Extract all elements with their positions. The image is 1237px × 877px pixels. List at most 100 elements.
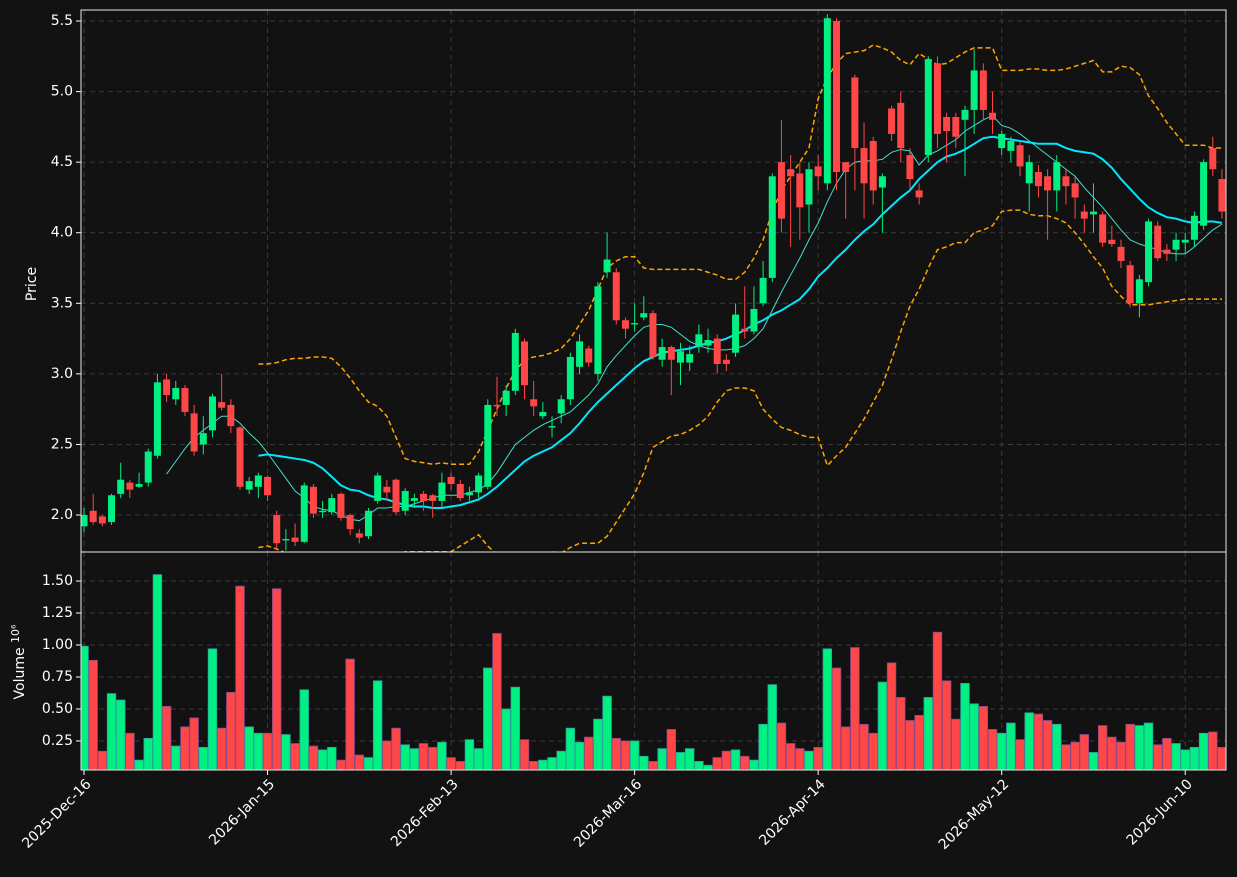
candle-body (1089, 211, 1097, 215)
volume-axis-label: Volume 10⁶ (9, 624, 28, 700)
candle-body (621, 320, 629, 329)
volume-bar (758, 723, 768, 770)
candle-body (796, 173, 804, 208)
volume-bar (1180, 749, 1190, 770)
volume-bar (1006, 722, 1016, 770)
candle-body (493, 404, 501, 407)
y-tick-label: 5.5 (51, 13, 73, 29)
candle-body (181, 387, 189, 412)
candle-body (603, 259, 611, 273)
volume-bar (299, 689, 309, 770)
candle-body (1126, 265, 1134, 304)
volume-bar (1189, 746, 1200, 770)
candle-body (254, 475, 262, 487)
volume-bar (1143, 722, 1154, 770)
candle-body (741, 328, 749, 332)
y-tick-label: 3.5 (51, 295, 73, 311)
candle-body (1172, 239, 1180, 250)
candle-body (273, 515, 281, 544)
candle-body (89, 510, 97, 523)
volume-bar (510, 686, 521, 770)
volume-bar (813, 746, 823, 770)
volume-bar (290, 743, 300, 770)
volume-bar (896, 697, 906, 770)
volume-bar (528, 761, 539, 770)
candle-body (135, 483, 143, 487)
candle-body (888, 108, 896, 134)
y-tick-label: 2.0 (51, 507, 73, 523)
volume-bar (795, 748, 805, 770)
volume-bar (372, 680, 383, 770)
candle-body (530, 399, 538, 407)
candle-body (750, 308, 758, 332)
candle-body (998, 133, 1006, 149)
candle-body (1200, 162, 1208, 226)
candle-body (878, 176, 886, 188)
volume-bar (1198, 732, 1209, 770)
candle-body (713, 338, 721, 364)
candle-body (805, 169, 813, 205)
volume-bar (519, 739, 530, 770)
candle-body (814, 166, 822, 177)
volume-bar (428, 746, 438, 770)
volume-bar (877, 681, 888, 770)
candle-body (557, 399, 565, 414)
volume-bar (207, 648, 218, 770)
volume-bar (923, 697, 933, 770)
volume-bar (785, 743, 796, 770)
volume-bar (840, 726, 851, 770)
candle-body (429, 495, 437, 501)
volume-bar (804, 750, 814, 770)
volume-bar (712, 757, 722, 770)
candle-body (1025, 162, 1033, 184)
volume-bar (88, 659, 98, 770)
volume-bar (216, 727, 227, 770)
candle-body (869, 140, 877, 191)
candle-body (208, 396, 216, 431)
volume-bar (1134, 725, 1145, 770)
y-tick-label: 0.25 (42, 733, 73, 749)
volume-bar (859, 723, 869, 770)
volume-bar (629, 740, 640, 770)
volume-bar (189, 717, 199, 770)
candle-body (897, 102, 905, 149)
candle-body (236, 427, 244, 487)
y-tick-label: 1.50 (42, 573, 73, 589)
candle-body (860, 148, 868, 184)
y-tick-label: 0.75 (42, 669, 73, 685)
candle-body (475, 475, 483, 493)
candle-body (842, 162, 850, 173)
volume-bar (501, 708, 511, 770)
candle-body (300, 485, 308, 542)
volume-bar (134, 759, 144, 770)
candle-body (961, 109, 969, 120)
volume-bar (1070, 741, 1080, 770)
volume-bar (483, 667, 493, 770)
volume-bar (831, 667, 842, 770)
volume-bar (556, 750, 566, 770)
volume-bar (1153, 744, 1163, 770)
candle-body (1071, 183, 1079, 198)
volume-bar (235, 585, 245, 770)
candle-body (640, 313, 648, 318)
candle-body (658, 347, 666, 360)
volume-bar (464, 739, 475, 770)
candle-body (245, 481, 253, 490)
candle-body (970, 70, 978, 110)
candle-body (1163, 249, 1171, 254)
volume-bar (125, 732, 135, 770)
volume-bar (914, 714, 924, 770)
candle-body (631, 323, 639, 325)
candle-body (612, 272, 620, 321)
candle-body (539, 411, 547, 417)
indicator-line (258, 44, 1222, 465)
volume-bar (1097, 725, 1108, 770)
candle-body (768, 176, 776, 278)
candle-body (291, 537, 299, 542)
volume-bar (740, 755, 750, 770)
candle-body (924, 59, 932, 156)
volume-bar (262, 732, 273, 770)
volume-bar (749, 759, 759, 770)
y-tick-label: 4.5 (51, 154, 73, 170)
candle-body (979, 70, 987, 110)
